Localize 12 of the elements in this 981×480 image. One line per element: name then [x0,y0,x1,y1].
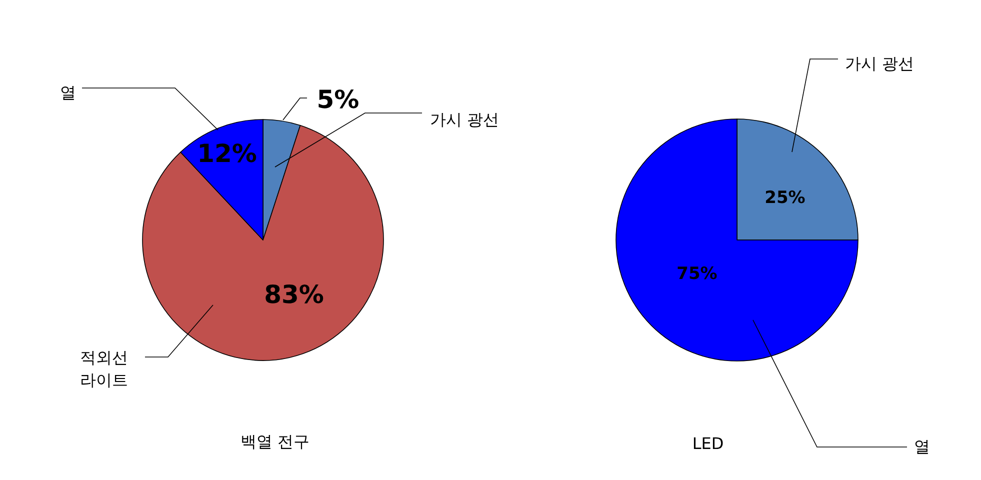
text: LED [692,434,724,453]
data-label: 75% [676,264,718,284]
slice-label: 적외선 라이트 [80,348,128,390]
data-label: 12% [197,139,257,168]
data-label: 5% [316,85,360,114]
slice-label: 가시 광선 [430,110,500,129]
data-label: 25% [764,188,806,208]
slice-label: 가시 광선 [845,54,914,73]
slice-label: 열 [60,83,76,102]
slice-label: 열 [914,437,930,456]
text: 백열 전구 [240,432,310,451]
data-label: 83% [264,280,324,309]
